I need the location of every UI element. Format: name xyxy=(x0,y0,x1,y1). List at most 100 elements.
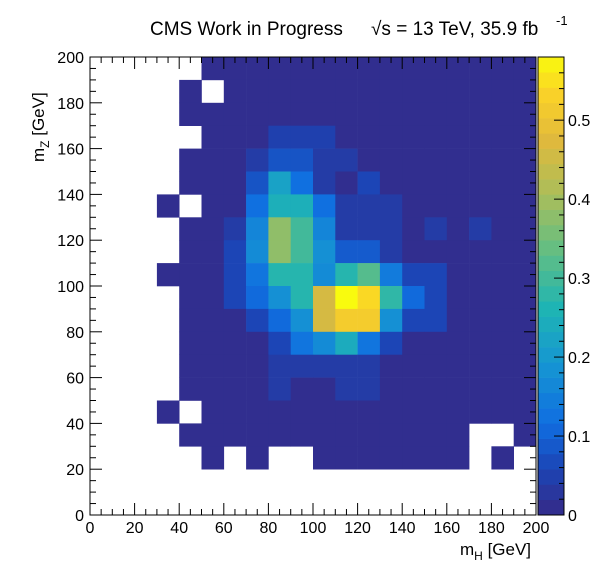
heatmap-cell xyxy=(357,263,381,287)
colorbar-band xyxy=(538,87,564,104)
heatmap-cell xyxy=(268,286,291,310)
heatmap-cell xyxy=(446,400,470,424)
heatmap-cell xyxy=(246,57,269,81)
heatmap-cell xyxy=(290,354,314,378)
heatmap-cell xyxy=(424,423,448,447)
heatmap-cell xyxy=(335,354,358,378)
heatmap-cell xyxy=(446,102,470,126)
heatmap-cell xyxy=(335,446,358,470)
heatmap-cell xyxy=(335,102,358,126)
heatmap-cell xyxy=(223,354,247,378)
heatmap-cell xyxy=(313,446,336,470)
heatmap-cell xyxy=(290,400,314,424)
colorbar-frame xyxy=(537,56,565,516)
heatmap-cell xyxy=(402,286,425,310)
heatmap-cell xyxy=(357,125,381,149)
heatmap-cell xyxy=(402,446,425,470)
heatmap-cell xyxy=(379,354,403,378)
heatmap-cell xyxy=(424,148,448,172)
colorbar-band xyxy=(538,392,564,409)
heatmap-cell xyxy=(313,194,336,218)
heatmap-cell xyxy=(379,125,403,149)
heatmap-cell xyxy=(469,217,492,241)
heatmap-cell xyxy=(201,148,225,172)
heatmap-cell xyxy=(402,377,425,401)
heatmap-cell xyxy=(513,125,537,149)
heatmap-cell xyxy=(223,377,247,401)
heatmap-cell xyxy=(201,331,225,355)
axis-ticks: 0 20 40 60 80 100 120 140 160 180 200 0 20 40 60 80 100 1… xyxy=(57,50,549,537)
heatmap-cell xyxy=(268,125,291,149)
heatmap-cell xyxy=(379,102,403,126)
heatmap-cell xyxy=(313,240,336,264)
y-tick-label: 120 xyxy=(57,233,84,250)
heatmap-cell xyxy=(313,102,336,126)
x-tick-label: 200 xyxy=(523,520,550,537)
heatmap-cell xyxy=(357,377,381,401)
heatmap-cell xyxy=(379,286,403,310)
heatmap-cell xyxy=(491,194,514,218)
heatmap-cell xyxy=(469,331,492,355)
heatmap-cell xyxy=(446,79,470,104)
heatmap-cell xyxy=(357,148,381,172)
colorbar-band xyxy=(538,102,564,119)
colorbar-band xyxy=(538,57,564,73)
heatmap-cell xyxy=(223,57,247,81)
heatmap-cell xyxy=(313,331,336,355)
heatmap-cell xyxy=(491,217,514,241)
heatmap-cell xyxy=(446,194,470,218)
heatmap-cell xyxy=(379,423,403,447)
heatmap-cell xyxy=(491,377,514,401)
heatmap-cell xyxy=(268,217,291,241)
heatmap-cell xyxy=(357,217,381,241)
heatmap-cell xyxy=(402,400,425,424)
heatmap-cell xyxy=(513,102,537,126)
heatmap-cell xyxy=(513,79,537,104)
heatmap-cell xyxy=(201,377,225,401)
x-tick-label: 160 xyxy=(433,520,460,537)
heatmap-cell xyxy=(335,263,358,287)
colorbar-band xyxy=(538,301,564,317)
heatmap-cell xyxy=(268,194,291,218)
colorbar-band xyxy=(538,362,564,378)
heatmap-cell xyxy=(201,446,225,470)
colorbar-band xyxy=(538,316,564,333)
heatmap-cell xyxy=(223,79,247,104)
heatmap-cell xyxy=(179,263,202,287)
heatmap-cell xyxy=(491,240,514,264)
colorbar: 0 0.1 0.2 0.3 0.4 0.5 xyxy=(537,56,590,525)
heatmap-cell xyxy=(513,263,537,287)
colorbar-band xyxy=(538,209,564,226)
heatmap-cell xyxy=(469,171,492,195)
heatmap-cell xyxy=(513,400,537,424)
heatmap-cell xyxy=(469,377,492,401)
heatmap-cell xyxy=(357,446,381,470)
heatmap-cell xyxy=(446,331,470,355)
heatmap-cell xyxy=(446,354,470,378)
heatmap-cell xyxy=(223,286,247,310)
heatmap-cell xyxy=(246,148,269,172)
heatmap-cell xyxy=(446,446,470,470)
heatmap-cell xyxy=(335,125,358,149)
heatmap-cell xyxy=(513,377,537,401)
heatmap-cell xyxy=(424,331,448,355)
heatmap-cell xyxy=(179,308,202,333)
heatmap-cell xyxy=(491,148,514,172)
heatmap-cell xyxy=(446,377,470,401)
colorbar-band xyxy=(538,331,564,348)
heatmap-cell xyxy=(179,148,202,172)
x-tick-label: 20 xyxy=(126,520,144,537)
colorbar-band xyxy=(538,286,564,302)
heatmap-cell xyxy=(201,263,225,287)
heatmap-cell xyxy=(313,400,336,424)
heatmap-cell xyxy=(268,423,291,447)
heatmap-cell xyxy=(290,102,314,126)
heatmap-cell xyxy=(402,217,425,241)
heatmap-cell xyxy=(469,354,492,378)
heatmap-cell xyxy=(246,286,269,310)
heatmap-cell xyxy=(379,217,403,241)
heatmap-cell xyxy=(513,171,537,195)
colorbar-band xyxy=(538,72,564,88)
heatmap-cell xyxy=(446,286,470,310)
heatmap-cell xyxy=(357,57,381,81)
